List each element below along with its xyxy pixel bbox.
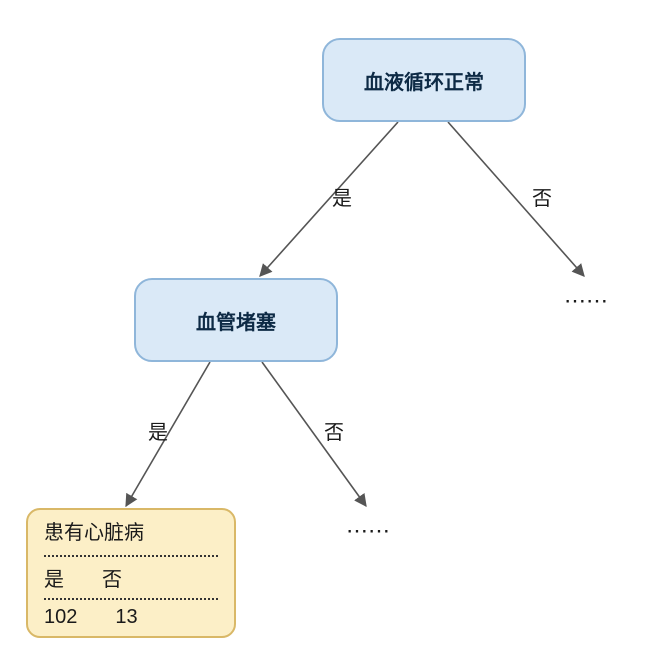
edge-label-n2-yes: 是 [148,416,168,445]
edge-label-root-no: 否 [532,182,552,211]
edge-label-root-yes: 是 [332,182,352,211]
leaf-header-yes: 是 [44,563,64,592]
leaf-sep-2 [44,598,218,600]
ellipsis-bottom: ⋯⋯ [346,518,390,544]
ellipsis-right: ⋯⋯ [564,288,608,314]
leaf-value-no: 13 [115,606,137,629]
leaf-value-yes: 102 [44,606,77,629]
node-root: 血液循环正常 [322,38,526,122]
leaf-header-no: 否 [102,563,122,592]
node-root-label: 血液循环正常 [364,66,484,95]
leaf-sep-1 [44,555,218,557]
edge-n2-no [262,362,366,506]
edge-root-yes [260,122,398,276]
decision-tree-diagram: 血液循环正常 血管堵塞 患有心脏病 是 否 102 13 是 否 是 否 ⋯⋯ … [0,0,656,672]
edge-root-no [448,122,584,276]
leaf-title: 患有心脏病 [44,516,218,551]
node-blockage: 血管堵塞 [134,278,338,362]
leaf-headers: 是 否 [44,561,218,594]
node-leaf-heart: 患有心脏病 是 否 102 13 [26,508,236,638]
leaf-values: 102 13 [44,604,218,631]
edge-n2-yes [126,362,210,506]
edge-label-n2-no: 否 [324,416,344,445]
node-blockage-label: 血管堵塞 [196,306,276,335]
